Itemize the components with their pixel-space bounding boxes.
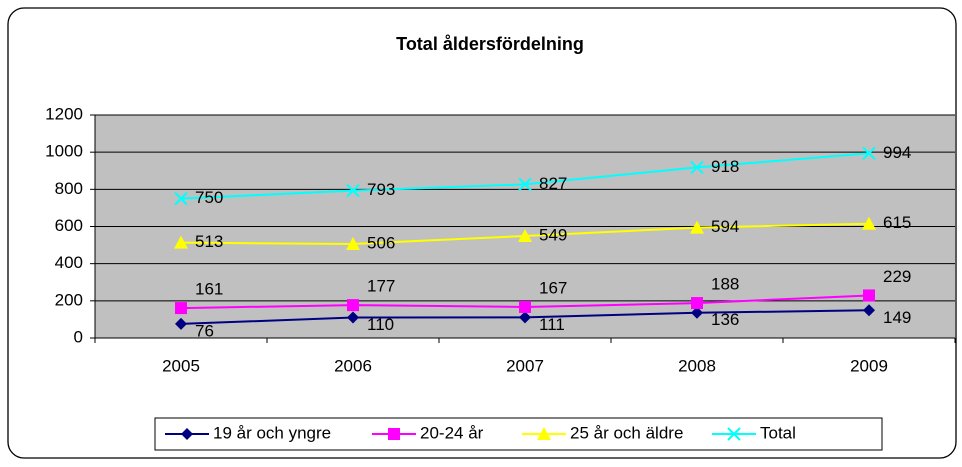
legend-label: Total (760, 423, 796, 442)
y-tick-label: 0 (74, 327, 83, 346)
data-label: 549 (539, 225, 567, 244)
y-tick-label: 800 (55, 179, 83, 198)
data-point (690, 160, 704, 175)
data-label: 161 (195, 280, 223, 299)
data-label: 229 (883, 267, 911, 286)
x-tick-label: 2006 (334, 356, 372, 375)
legend-marker (388, 428, 400, 440)
data-label: 136 (711, 310, 739, 329)
y-tick-label: 200 (55, 290, 83, 309)
legend-marker (537, 427, 551, 440)
data-label: 615 (883, 213, 911, 232)
y-tick-label: 1000 (45, 142, 83, 161)
data-label: 188 (711, 275, 739, 294)
data-point (175, 302, 187, 315)
data-point (862, 146, 876, 160)
legend-marker (181, 428, 193, 440)
data-point (174, 235, 188, 249)
data-point (346, 183, 360, 198)
y-tick-label: 400 (55, 253, 83, 272)
data-point (174, 191, 188, 206)
data-label: 750 (195, 188, 223, 207)
legend-label: 20-24 år (420, 423, 484, 442)
data-point (518, 228, 532, 242)
data-point (519, 311, 531, 324)
data-label: 167 (539, 278, 567, 297)
x-tick-label: 2005 (162, 356, 200, 375)
data-label: 149 (883, 308, 911, 327)
legend-box (154, 417, 883, 451)
legend-label: 19 år och yngre (213, 423, 331, 442)
data-label: 594 (711, 217, 739, 236)
y-tick-label: 1200 (45, 104, 83, 123)
data-point (346, 236, 360, 250)
data-label: 994 (883, 143, 911, 162)
data-label: 827 (539, 174, 567, 193)
legend-marker (727, 427, 741, 441)
x-tick-label: 2008 (678, 356, 716, 375)
data-point (690, 220, 704, 234)
data-point (863, 289, 875, 302)
data-label: 76 (195, 321, 214, 340)
data-point (691, 306, 703, 319)
data-point (863, 304, 875, 317)
chart-title: Total åldersfördelning (396, 34, 584, 54)
legend-label: 25 år och äldre (570, 423, 683, 442)
data-point (518, 177, 532, 192)
data-point (691, 297, 703, 310)
data-point (347, 299, 359, 312)
data-label: 513 (195, 232, 223, 251)
data-label: 110 (367, 315, 394, 334)
data-label: 177 (367, 277, 395, 296)
data-point (519, 300, 531, 313)
x-tick-label: 2007 (506, 356, 544, 375)
data-point (347, 311, 359, 324)
x-tick-label: 2009 (850, 356, 888, 375)
data-label: 506 (367, 233, 395, 252)
data-point (862, 216, 876, 230)
data-label: 918 (711, 157, 739, 176)
data-label: 111 (539, 315, 565, 334)
data-label: 793 (367, 180, 395, 199)
data-point (175, 317, 187, 330)
y-tick-label: 600 (55, 216, 83, 235)
